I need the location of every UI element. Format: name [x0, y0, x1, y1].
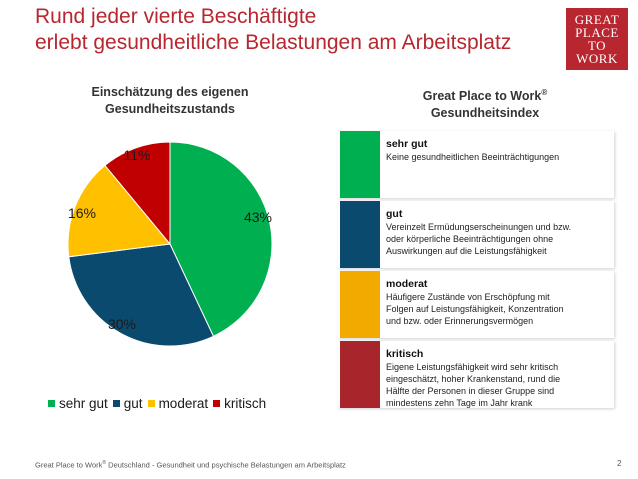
index-row-text: gut Vereinzelt Ermüdungserscheinungen und…	[386, 207, 610, 257]
pie-slice-gut	[68, 243, 215, 347]
index-row-background	[338, 131, 614, 198]
index-row-swatch	[340, 131, 380, 198]
footer-text: Great Place to Work® Deutschland - Gesun…	[35, 460, 346, 470]
index-row-text: sehr gut Keine gesundheitlichen Beeinträc…	[386, 137, 610, 163]
pie-slice-sehr-gut	[169, 141, 273, 337]
index-row-kritisch: kritisch Eigene Leistungsfähigkeit wird s…	[338, 341, 614, 408]
logo-line-3: TO	[587, 38, 607, 53]
index-row-moderat: moderat Häufigere Zustände von Erschöpfun…	[338, 271, 614, 338]
pie-title-line-2: Gesundheitszustands	[105, 102, 235, 116]
index-row-description: Eigene Leistungsfähigkeit wird sehr krit…	[386, 362, 559, 372]
pie-slice-moderat	[67, 164, 171, 258]
legend-swatch	[48, 399, 55, 407]
great-place-to-work-logo: GREAT PLACE TO WORK	[566, 8, 628, 70]
title-line-1: Rund jeder vierte Beschäftigte	[35, 5, 317, 28]
pie-value-label: 30%	[108, 316, 136, 332]
index-row-swatch	[340, 201, 380, 268]
legend-item: sehr gut	[48, 396, 108, 411]
page-title: Rund jeder vierte Beschäftigte erlebt ge…	[35, 4, 555, 56]
title-line-2: erlebt gesundheitliche Belastungen am Ar…	[35, 31, 512, 54]
page-number: 2	[617, 459, 622, 468]
index-panel-title: Great Place to Work® Gesundheitsindex	[360, 84, 610, 122]
index-row-background	[338, 341, 614, 408]
pie-value-label: 11%	[124, 147, 151, 163]
index-row-description: Häufigere Zustände von Erschöpfung mit	[386, 292, 550, 302]
legend-item: gut	[112, 395, 143, 411]
index-row-gut: gut Vereinzelt Ermüdungserscheinungen und…	[338, 201, 614, 268]
pie-slice-kritisch	[104, 141, 171, 246]
legend-label: sehr gut	[59, 395, 108, 411]
pie-value-label: 43%	[244, 209, 272, 225]
pie-chart: 43% 30% 16% 11%	[67, 141, 273, 347]
index-row-swatch	[340, 271, 380, 338]
logo-line-1: GREAT	[574, 12, 620, 27]
legend-label: gut	[123, 395, 143, 411]
index-row-background	[338, 201, 614, 268]
index-row-description: mindestens zehn Tage im Jahr krank	[386, 398, 533, 408]
legend-label: moderat	[158, 395, 209, 411]
index-row-background	[338, 271, 614, 338]
index-row-description: eingeschätzt, hoher Krankenstand, rund d…	[386, 374, 561, 384]
logo-line-2: PLACE	[575, 25, 619, 40]
legend-swatch	[147, 399, 155, 407]
index-row-sehr-gut: sehr gut Keine gesundheitlichen Beeinträc…	[338, 131, 614, 198]
logo-line-4: WORK	[576, 51, 618, 66]
legend-swatch	[213, 399, 221, 407]
index-row-label: moderat	[386, 278, 428, 290]
pie-title-line-1: Einschätzung des eigenen	[91, 85, 249, 99]
index-row-description: Auswirkungen auf die Leistungsfähigkeit	[386, 246, 547, 256]
index-title-line-2: Gesundheitsindex	[430, 106, 540, 121]
index-row-description: Hälfte der Personen in dieser Gruppe sin…	[386, 386, 555, 396]
index-row-label: sehr gut	[386, 138, 428, 150]
legend-label: kritisch	[224, 395, 267, 411]
pie-legend: sehr gut gut moderat kritisch	[48, 394, 271, 412]
index-row-description: Keine gesundheitlichen Beeinträchtigunge…	[386, 152, 560, 162]
legend-item: moderat	[147, 395, 209, 411]
index-row-text: moderat Häufigere Zustände von Erschöpfun…	[386, 277, 610, 327]
index-row-description: Vereinzelt Ermüdungserscheinungen und bz…	[386, 222, 572, 232]
legend-swatch	[112, 399, 120, 407]
legend-item: kritisch	[213, 396, 266, 411]
index-row-text: kritisch Eigene Leistungsfähigkeit wird s…	[386, 347, 610, 409]
pie-value-label: 16%	[68, 205, 96, 221]
index-row-label: gut	[386, 208, 403, 220]
index-row-swatch	[340, 341, 380, 408]
index-row-label: kritisch	[386, 348, 424, 360]
index-title-line-1: Great Place to Work®	[422, 88, 548, 104]
index-row-description: und bzw. oder Erinnerungsvermögen	[386, 316, 534, 326]
index-row-description: Folgen auf Leistungsfähigkeit, Konzentra…	[386, 304, 564, 314]
index-row-description: oder körperliche Beeinträchtigungen ohne	[386, 234, 554, 244]
pie-chart-title: Einschätzung des eigenen Gesundheitszust…	[50, 84, 290, 118]
